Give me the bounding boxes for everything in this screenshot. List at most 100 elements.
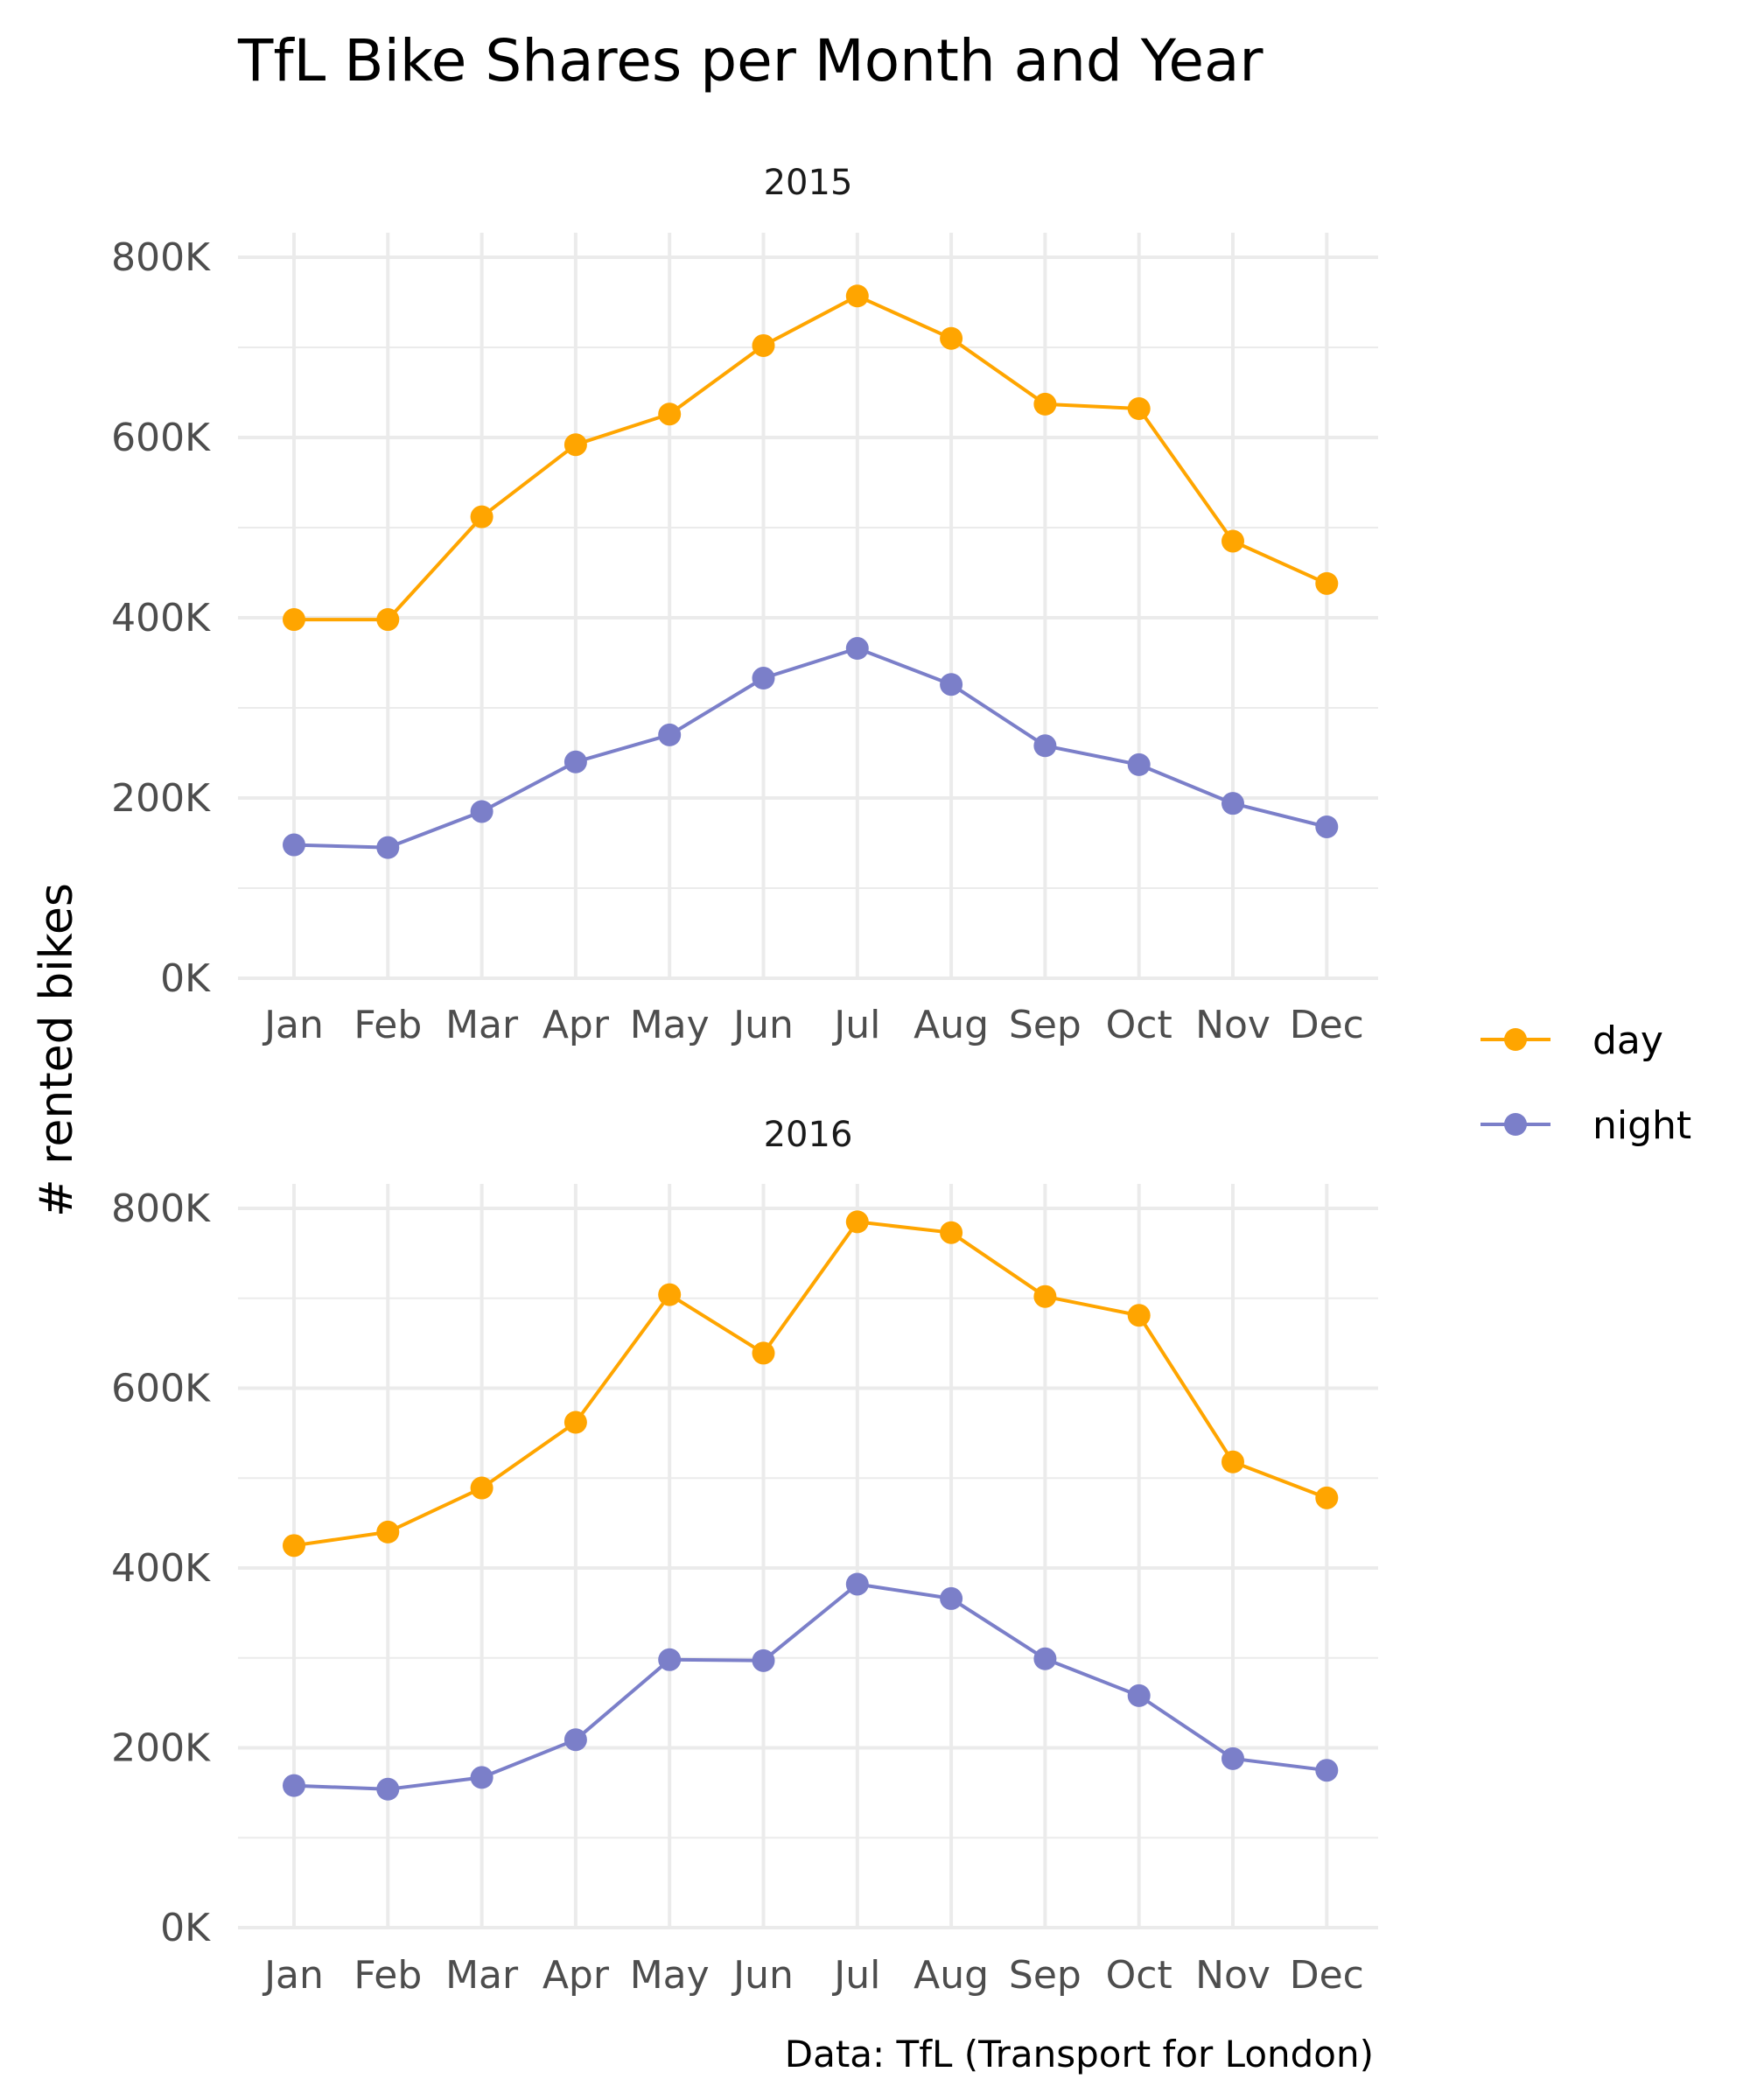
data-point-day xyxy=(845,1210,869,1234)
data-point-night xyxy=(845,637,869,661)
y-tick-label: 0K xyxy=(160,956,211,1001)
series-line-day xyxy=(294,294,1328,622)
data-point-night xyxy=(658,723,682,746)
data-point-day xyxy=(658,402,682,426)
y-tick-label: 800K xyxy=(111,235,211,280)
data-point-day xyxy=(940,326,963,350)
data-point-night xyxy=(1033,734,1057,758)
data-point-day xyxy=(1127,397,1151,421)
x-tick-label: Aug xyxy=(914,1953,989,1998)
data-point-night xyxy=(658,1648,682,1671)
x-tick-label: Oct xyxy=(1106,1953,1172,1998)
panel-label: 2015 xyxy=(764,163,853,203)
data-point-night xyxy=(564,1728,587,1752)
x-tick-label: Mar xyxy=(445,1953,519,1998)
series-line-night xyxy=(293,647,1327,850)
chart-title: TfL Bike Shares per Month and Year xyxy=(237,27,1264,94)
x-tick-label: Sep xyxy=(1009,1003,1082,1047)
x-tick-label: Jul xyxy=(831,1953,880,1998)
data-point-day xyxy=(658,1283,682,1306)
data-point-night xyxy=(1033,1647,1057,1670)
series-line-night xyxy=(293,1582,1327,1791)
x-tick-label: May xyxy=(630,1003,710,1047)
data-point-day xyxy=(470,505,494,528)
x-tick-label: Dec xyxy=(1290,1953,1364,1998)
data-point-day xyxy=(1222,1450,1244,1474)
data-point-night xyxy=(1315,1759,1339,1782)
data-point-day xyxy=(564,433,587,457)
data-point-night xyxy=(283,1774,305,1797)
x-tick-label: Oct xyxy=(1106,1003,1172,1047)
chart-panels: 2015 0K 200K 400K 600K 800K Jan Feb Mar Apr May Jun… xyxy=(111,163,1378,1998)
x-tick-label: Nov xyxy=(1195,1953,1270,1998)
data-point-day xyxy=(470,1476,494,1500)
data-point-day xyxy=(283,1534,305,1558)
data-point-night xyxy=(376,836,400,859)
data-point-night xyxy=(283,833,305,857)
data-point-day xyxy=(1127,1304,1151,1327)
data-point-day xyxy=(564,1410,587,1434)
data-point-night xyxy=(752,1648,775,1672)
x-tick-label: Feb xyxy=(354,1953,422,1998)
x-tick-label: Jun xyxy=(731,1003,794,1047)
data-point-day xyxy=(376,1520,400,1544)
data-point-day xyxy=(1222,529,1244,553)
data-point-day xyxy=(1315,571,1339,595)
panel-label: 2016 xyxy=(764,1115,853,1155)
legend-item-day: day xyxy=(1480,1018,1663,1063)
y-tick-label: 0K xyxy=(160,1906,211,1950)
chart-caption: Data: TfL (Transport for London) xyxy=(785,2033,1374,2076)
y-tick-label: 200K xyxy=(111,776,211,821)
x-tick-label: Apr xyxy=(542,1003,610,1047)
data-point-day xyxy=(1033,1284,1057,1308)
panel-2015: 2015 0K 200K 400K 600K 800K Jan Feb Mar Apr May Jun… xyxy=(111,163,1378,1047)
y-tick-label: 400K xyxy=(111,1546,211,1591)
panel-2016: 2016 0K 200K 400K 600K 800K Jan Feb Mar Apr May Jun… xyxy=(111,1115,1378,1998)
x-tick-label: Jan xyxy=(262,1953,324,1998)
data-point-day xyxy=(752,333,775,357)
x-tick-label: Feb xyxy=(354,1003,422,1047)
x-tick-label: Jan xyxy=(262,1003,324,1047)
x-tick-label: Mar xyxy=(445,1003,519,1047)
data-point-night xyxy=(376,1777,400,1801)
data-point-day xyxy=(1033,392,1057,416)
x-tick-label: May xyxy=(630,1953,710,1998)
data-point-night xyxy=(1127,1684,1151,1707)
legend-key-point xyxy=(1504,1113,1527,1136)
x-tick-label: Nov xyxy=(1195,1003,1270,1047)
data-point-night xyxy=(470,800,494,823)
data-point-day xyxy=(940,1221,963,1244)
data-point-night xyxy=(1222,792,1244,816)
y-axis-label: # rented bikes xyxy=(31,883,83,1217)
x-tick-label: Dec xyxy=(1290,1003,1364,1047)
data-point-night xyxy=(1222,1746,1244,1770)
data-point-night xyxy=(470,1766,494,1789)
y-tick-label: 400K xyxy=(111,596,211,640)
y-tick-label: 200K xyxy=(111,1726,211,1771)
data-point-night xyxy=(940,1586,963,1610)
legend-label: night xyxy=(1592,1103,1691,1148)
legend-label: day xyxy=(1592,1018,1663,1063)
data-point-day xyxy=(752,1341,775,1365)
data-point-night xyxy=(564,750,587,774)
data-point-day xyxy=(376,608,400,632)
x-tick-label: Aug xyxy=(914,1003,989,1047)
data-point-night xyxy=(752,667,775,690)
legend-item-night: night xyxy=(1480,1103,1691,1148)
y-tick-label: 800K xyxy=(111,1186,211,1231)
series-line-day xyxy=(293,1220,1328,1548)
y-tick-label: 600K xyxy=(111,416,211,460)
y-tick-label: 600K xyxy=(111,1367,211,1411)
data-point-night xyxy=(940,673,963,696)
legend: day night xyxy=(1480,1018,1691,1148)
data-point-day xyxy=(283,608,305,632)
x-tick-label: Jun xyxy=(731,1953,794,1998)
data-point-day xyxy=(845,284,869,308)
legend-key-point xyxy=(1504,1028,1527,1051)
data-point-night xyxy=(845,1572,869,1596)
data-point-night xyxy=(1315,815,1339,838)
x-tick-label: Apr xyxy=(542,1953,610,1998)
data-point-day xyxy=(1315,1486,1339,1509)
x-tick-label: Sep xyxy=(1009,1953,1082,1998)
